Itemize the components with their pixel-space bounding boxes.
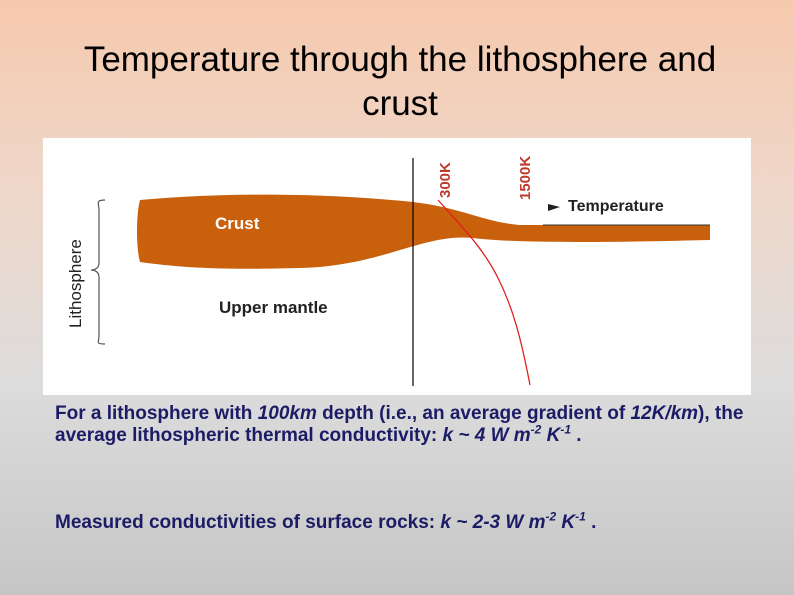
paragraph: For a lithosphere with 100km depth (i.e.… (55, 403, 755, 447)
figure-background (43, 138, 751, 395)
text: -2 (545, 509, 557, 524)
crust-shape (137, 194, 710, 269)
temperature-label: Temperature (568, 198, 664, 215)
text: k ~ 4 W m (442, 425, 531, 446)
text: -1 (560, 422, 572, 437)
lithosphere-label: Lithosphere (66, 239, 85, 328)
slide-title: Temperature through the lithosphere and … (83, 40, 717, 123)
text: depth (i.e., an average gradient of (316, 403, 631, 424)
text: . (571, 425, 582, 446)
text: 100km (257, 403, 317, 424)
text: . (585, 512, 597, 533)
text: K (556, 512, 576, 533)
text: 12K/km (630, 403, 699, 424)
paragraph: Measured conductivities of surface rocks… (55, 509, 755, 534)
figure: Lithosphere Crust Upper mantle Temperatu… (43, 138, 751, 395)
text: -2 (530, 422, 542, 437)
mantle-label: Upper mantle (219, 298, 328, 317)
t1500-label: 1500K (517, 156, 534, 200)
crust-label: Crust (215, 214, 260, 233)
text: Measured conductivities of surface rocks… (55, 512, 441, 533)
arrow (548, 204, 560, 211)
text: -1 (575, 509, 586, 524)
brace (90, 199, 106, 345)
geotherm (437, 199, 531, 386)
text: K (541, 425, 561, 446)
t300-label: 300K (437, 162, 454, 198)
text: ), the average lithospheric thermal cond… (55, 403, 744, 446)
text: For a lithosphere with (55, 403, 258, 424)
text: k ~ 2-3 W m (440, 512, 546, 533)
